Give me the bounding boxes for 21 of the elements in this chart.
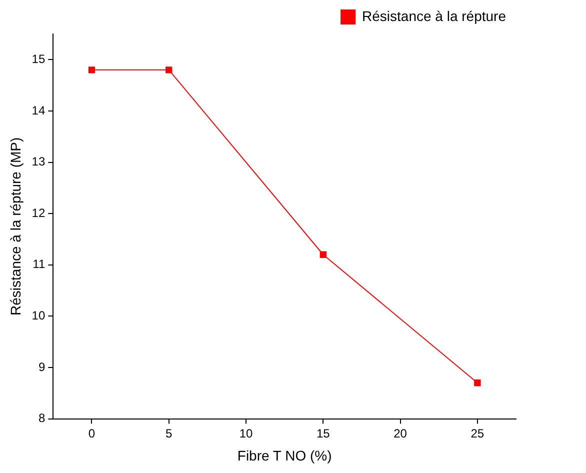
x-tick-label: 10: [239, 426, 253, 440]
y-tick-label: 14: [32, 103, 46, 118]
y-tick-label: 13: [32, 154, 46, 169]
y-tick-label: 15: [32, 52, 46, 66]
point: [320, 251, 326, 258]
y-tick-label: 9: [38, 360, 46, 374]
y-tick-label: 8: [38, 411, 46, 426]
x-tick-label: 15: [316, 426, 330, 440]
y-axis-title: Résistance à la répture (MP): [7, 137, 24, 316]
point: [88, 66, 96, 74]
y-tick-label: 12: [32, 206, 46, 220]
x-tick-label: 5: [166, 426, 173, 440]
x-tick-label: 20: [394, 426, 408, 440]
x-tick-label: 0: [88, 426, 96, 440]
x-tick-label: 25: [470, 426, 484, 440]
point: [166, 66, 172, 74]
y-tick-label: 11: [32, 257, 46, 272]
legend-label: Résistance à la répture: [362, 8, 506, 24]
y-tick-label: 10: [32, 308, 46, 322]
x-axis-title: Fibre T NO (%): [237, 447, 332, 464]
point: [474, 380, 481, 386]
